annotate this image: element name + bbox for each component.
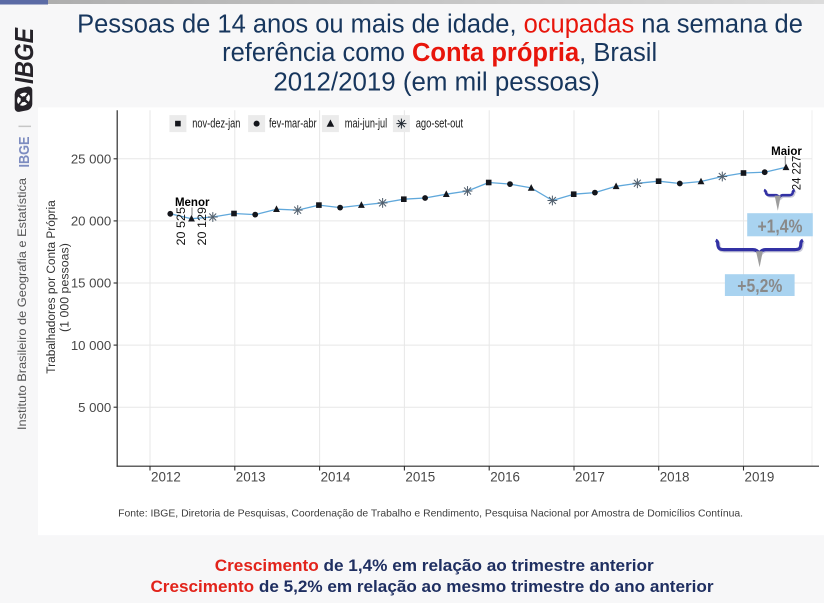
svg-text:2018: 2018 bbox=[660, 469, 690, 484]
svg-text:Pessoas de 14 anos ou mais de: Pessoas de 14 anos ou mais de idade, ocu… bbox=[77, 11, 803, 39]
svg-text:10 000: 10 000 bbox=[71, 338, 111, 353]
svg-text:Instituto Brasileiro de Geogra: Instituto Brasileiro de Geografia e Esta… bbox=[15, 178, 29, 430]
svg-text:20 000: 20 000 bbox=[71, 214, 111, 229]
svg-text:referência como Conta própria,: referência como Conta própria, Brasil bbox=[222, 39, 657, 67]
svg-text:IBGE: IBGE bbox=[16, 137, 33, 168]
svg-text:fev-mar-abr: fev-mar-abr bbox=[269, 116, 317, 131]
svg-text:2012/2019 (em mil pessoas): 2012/2019 (em mil pessoas) bbox=[273, 69, 600, 97]
svg-text:Crescimento de 1,4% em relação: Crescimento de 1,4% em relação ao trimes… bbox=[215, 556, 654, 575]
svg-text:(1 000 pessoas): (1 000 pessoas) bbox=[57, 243, 71, 332]
svg-text:Menor: Menor bbox=[175, 197, 210, 209]
svg-text:Crescimento de 5,2% em relação: Crescimento de 5,2% em relação ao mesmo … bbox=[150, 577, 713, 596]
svg-text:24 227: 24 227 bbox=[790, 156, 804, 191]
svg-text:Fonte: IBGE, Diretoria de Pesq: Fonte: IBGE, Diretoria de Pesquisas, Coo… bbox=[118, 509, 743, 520]
svg-text:2012: 2012 bbox=[151, 469, 181, 484]
svg-text:5 000: 5 000 bbox=[78, 400, 111, 415]
svg-text:2014: 2014 bbox=[321, 469, 351, 484]
svg-text:2019: 2019 bbox=[745, 469, 775, 484]
svg-text:2016: 2016 bbox=[490, 469, 520, 484]
svg-text:2013: 2013 bbox=[236, 469, 266, 484]
svg-text:25 000: 25 000 bbox=[71, 152, 111, 167]
svg-text:Maior: Maior bbox=[771, 146, 802, 158]
svg-text:+1,4%: +1,4% bbox=[758, 215, 803, 237]
svg-text:20 129: 20 129 bbox=[195, 207, 209, 246]
svg-text:nov-dez-jan: nov-dez-jan bbox=[192, 116, 240, 131]
svg-text:2015: 2015 bbox=[405, 469, 435, 484]
svg-text:15 000: 15 000 bbox=[71, 276, 111, 291]
svg-text:mai-jun-jul: mai-jun-jul bbox=[345, 116, 387, 131]
svg-text:+5,2%: +5,2% bbox=[737, 275, 782, 297]
svg-text:IBGE: IBGE bbox=[9, 27, 39, 84]
svg-text:Trabalhadores por Conta Própri: Trabalhadores por Conta Própria bbox=[44, 200, 58, 373]
svg-text:2017: 2017 bbox=[575, 469, 605, 484]
svg-text:20 525: 20 525 bbox=[174, 207, 188, 246]
svg-text:ago-set-out: ago-set-out bbox=[416, 116, 464, 131]
